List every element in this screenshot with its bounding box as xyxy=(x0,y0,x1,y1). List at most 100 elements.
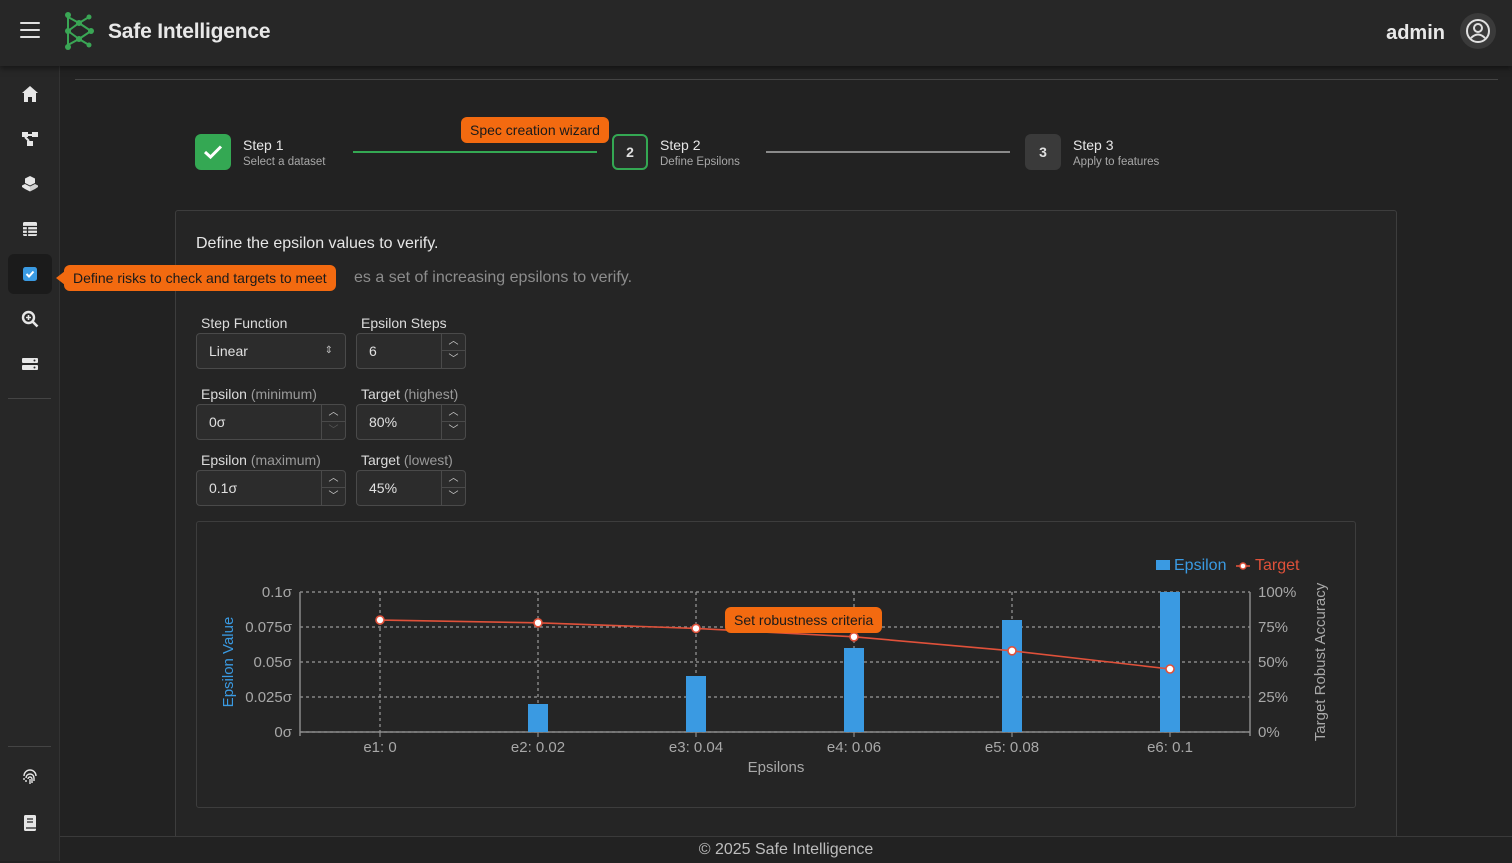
target-low-value: 45% xyxy=(369,480,398,496)
label-text: Epsilon xyxy=(201,452,247,468)
number-spinner: ︿ ﹀ xyxy=(321,405,345,439)
increment-icon[interactable]: ︿ xyxy=(442,334,465,351)
decrement-icon[interactable]: ﹀ xyxy=(448,353,459,365)
target-high-value: 80% xyxy=(369,414,398,430)
number-spinner: ︿ ﹀ xyxy=(441,334,465,368)
increment-icon[interactable]: ︿ xyxy=(322,405,345,422)
chart-bar xyxy=(528,704,548,732)
sidebar-tooltip: Define risks to check and targets to mee… xyxy=(65,266,335,290)
y2-tick-label: 100% xyxy=(1258,584,1296,601)
step-subtitle: Select a dataset xyxy=(243,155,326,168)
x-tick-label: e5: 0.08 xyxy=(985,739,1039,756)
epsilon-max-label: Epsilon (maximum) xyxy=(201,452,321,468)
label-qualifier: (highest) xyxy=(403,386,459,402)
fingerprint-icon xyxy=(23,769,37,784)
wizard-tooltip: Spec creation wizard xyxy=(462,118,608,142)
epsilon-max-value: 0.1σ xyxy=(209,480,238,496)
label-text: Epsilon xyxy=(201,386,247,402)
sidebar-item-analysis[interactable] xyxy=(8,299,52,339)
x-tick-label: e3: 0.04 xyxy=(669,739,723,756)
x-tick-label: e1: 0 xyxy=(363,739,396,756)
legend-label-epsilon: Epsilon xyxy=(1174,557,1226,574)
decrement-icon[interactable]: ﹀ xyxy=(328,424,339,436)
sidebar-item-tables[interactable] xyxy=(8,209,52,249)
number-spinner: ︿ ﹀ xyxy=(441,471,465,505)
epsilon-max-input[interactable]: 0.1σ ︿ ﹀ xyxy=(196,470,346,506)
epsilon-steps-label: Epsilon Steps xyxy=(361,315,447,331)
target-low-label: Target (lowest) xyxy=(361,452,453,468)
target-point xyxy=(375,615,385,625)
main-content: Step 1 Select a dataset 2 Step 2 Define … xyxy=(61,66,1512,850)
chart-bar xyxy=(686,676,706,732)
y2-axis-label: Target Robust Accuracy xyxy=(1312,582,1329,741)
divider xyxy=(75,79,1498,80)
epsilon-min-label: Epsilon (minimum) xyxy=(201,386,317,402)
logo-icon xyxy=(63,11,95,56)
decrement-icon[interactable]: ﹀ xyxy=(448,490,459,502)
label-text: Target xyxy=(361,386,400,402)
top-bar: Safe Intelligence admin xyxy=(0,0,1512,66)
epsilon-steps-input[interactable]: 6 ︿ ﹀ xyxy=(356,333,466,369)
sidebar-divider xyxy=(8,398,51,399)
y2-tick-label: 75% xyxy=(1258,619,1288,636)
x-axis-label: Epsilons xyxy=(748,759,805,776)
target-point xyxy=(533,618,543,628)
cubes-icon xyxy=(22,176,38,192)
home-icon xyxy=(22,86,38,102)
increment-icon[interactable]: ︿ xyxy=(322,471,345,488)
sidebar-item-fingerprint[interactable] xyxy=(8,757,52,797)
legend-label-target: Target xyxy=(1255,557,1300,574)
step-title: Step 3 xyxy=(1073,136,1114,153)
x-tick-label: e6: 0.1 xyxy=(1147,739,1193,756)
sidebar-item-docs[interactable] xyxy=(8,803,52,843)
decrement-icon[interactable]: ﹀ xyxy=(448,424,459,436)
epsilon-min-input[interactable]: 0σ ︿ ﹀ xyxy=(196,404,346,440)
chart-tooltip: Set robustness criteria xyxy=(726,608,882,632)
y-tick-label: 0.025σ xyxy=(245,689,293,706)
sidebar-item-models[interactable] xyxy=(8,119,52,159)
epsilon-min-value: 0σ xyxy=(209,414,226,430)
target-point xyxy=(691,623,701,634)
step-subtitle: Define Epsilons xyxy=(660,155,740,168)
y-tick-label: 0.1σ xyxy=(262,584,293,601)
user-name[interactable]: admin xyxy=(1386,22,1445,44)
chart-bar xyxy=(844,648,864,732)
y-axis-label: Epsilon Value xyxy=(220,617,237,708)
target-low-input[interactable]: 45% ︿ ﹀ xyxy=(356,470,466,506)
table-icon xyxy=(23,222,37,236)
y2-tick-label: 25% xyxy=(1258,689,1288,706)
y2-tick-label: 0% xyxy=(1258,724,1280,741)
chart-bar xyxy=(1160,592,1180,732)
step-title: Step 2 xyxy=(660,136,701,153)
menu-icon[interactable] xyxy=(20,22,40,40)
legend-marker-target xyxy=(1239,562,1247,570)
wizard-step-1[interactable]: Step 1 Select a dataset xyxy=(195,134,325,170)
step-function-select[interactable]: Linear ⇕ xyxy=(196,333,346,369)
sidebar xyxy=(0,66,60,861)
epsilon-steps-value: 6 xyxy=(369,343,377,359)
number-spinner: ︿ ﹀ xyxy=(321,471,345,505)
sidebar-divider xyxy=(8,746,51,747)
wizard-step-3[interactable]: 3 Step 3 Apply to features xyxy=(1025,134,1159,170)
step-function-value: Linear xyxy=(209,343,248,359)
label-qualifier: (minimum) xyxy=(250,386,317,402)
step-connector xyxy=(766,151,1010,153)
increment-icon[interactable]: ︿ xyxy=(442,405,465,422)
target-high-input[interactable]: 80% ︿ ﹀ xyxy=(356,404,466,440)
x-tick-label: e2: 0.02 xyxy=(511,739,565,756)
increment-icon[interactable]: ︿ xyxy=(442,471,465,488)
decrement-icon[interactable]: ﹀ xyxy=(328,490,339,502)
epsilon-chart: 0σ 0% 0.025σ 25% 0.05σ 50% 0.075σ 75% 0.1σ 100% e1… xyxy=(196,521,1356,808)
sidebar-item-specs[interactable] xyxy=(8,254,52,294)
card-description: es a set of increasing epsilons to verif… xyxy=(354,269,633,286)
wizard-step-2[interactable]: 2 Step 2 Define Epsilons xyxy=(612,134,740,170)
sidebar-item-servers[interactable] xyxy=(8,344,52,384)
sidebar-item-home[interactable] xyxy=(8,74,52,114)
account-icon[interactable] xyxy=(1460,13,1496,49)
check-icon xyxy=(195,134,231,170)
target-point xyxy=(849,632,859,642)
label-qualifier: (maximum) xyxy=(250,452,321,468)
step-badge: 2 xyxy=(612,134,648,170)
epsilon-card: Define the epsilon values to verify. es … xyxy=(175,210,1397,850)
sidebar-item-datasets[interactable] xyxy=(8,164,52,204)
